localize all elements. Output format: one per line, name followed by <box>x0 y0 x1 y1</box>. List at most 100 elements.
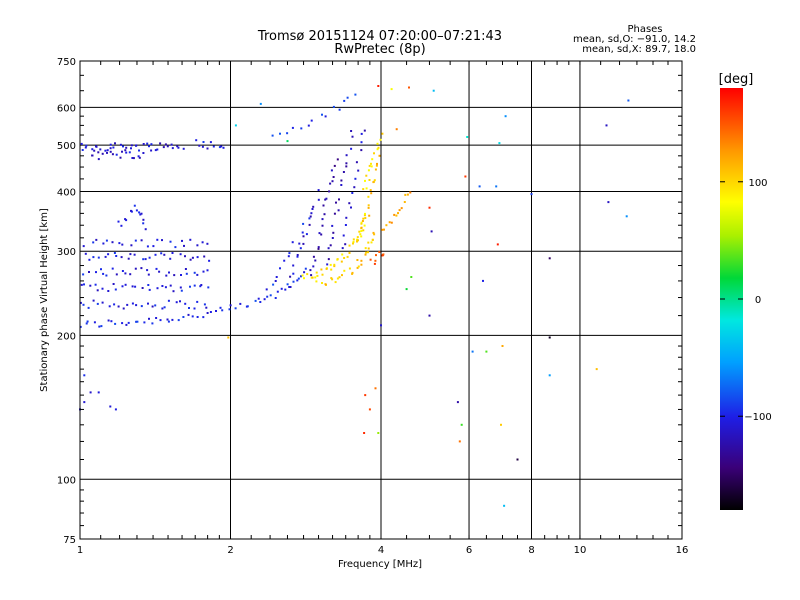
echo-point <box>299 247 302 250</box>
y-tick-label: 300 <box>57 247 76 258</box>
echo-point <box>196 300 199 303</box>
echo-point <box>370 241 373 244</box>
echo-point <box>360 263 363 266</box>
echo-point <box>133 253 136 256</box>
echo-point <box>350 147 353 150</box>
echo-point <box>181 239 183 242</box>
echo-point <box>193 284 196 287</box>
echo-point <box>130 244 133 247</box>
echo-point <box>180 274 182 276</box>
echo-point <box>367 204 370 207</box>
echo-point <box>114 142 116 145</box>
echo-point <box>93 149 96 152</box>
echo-point <box>109 150 112 153</box>
echo-point <box>167 320 170 323</box>
echo-point <box>166 145 169 148</box>
echo-point <box>135 304 138 307</box>
echo-point <box>148 317 150 320</box>
echo-point <box>355 161 358 164</box>
echo-point <box>284 288 287 291</box>
echo-point <box>119 156 122 159</box>
echo-point <box>292 272 295 275</box>
echo-point <box>182 147 185 150</box>
echo-point <box>259 301 262 303</box>
echo-point <box>283 259 286 262</box>
echo-point <box>159 142 162 145</box>
echo-point <box>254 299 257 302</box>
echo-point <box>292 280 295 283</box>
echo-point <box>85 322 88 325</box>
echo-point <box>343 269 346 272</box>
echo-point <box>390 221 393 224</box>
echo-point <box>345 216 348 219</box>
echo-point <box>146 142 149 145</box>
echo-point <box>356 259 359 261</box>
echo-point <box>289 286 292 288</box>
echo-point <box>144 258 147 261</box>
echo-point <box>156 287 159 290</box>
echo-point <box>305 233 308 236</box>
echo-point <box>111 267 114 270</box>
echo-point <box>360 149 363 152</box>
echo-point <box>135 320 138 323</box>
echo-point <box>308 217 311 220</box>
echo-point <box>117 220 120 223</box>
echo-point <box>376 162 378 165</box>
echo-point <box>147 302 149 305</box>
echo-point <box>193 307 196 310</box>
echo-point <box>312 205 315 208</box>
echo-point <box>130 144 133 147</box>
echo-point <box>112 283 115 285</box>
echo-point <box>169 240 172 243</box>
echo-point <box>324 198 327 201</box>
echo-point <box>154 253 157 256</box>
echo-point <box>174 246 177 249</box>
echo-point <box>121 322 124 325</box>
echo-point <box>87 306 90 309</box>
echo-point <box>101 301 104 304</box>
echo-point <box>397 212 399 215</box>
echo-point <box>121 285 124 288</box>
echo-point <box>163 306 166 309</box>
echo-point <box>548 336 551 339</box>
echo-point <box>147 284 150 286</box>
echo-point <box>336 277 339 280</box>
echo-point <box>360 259 363 262</box>
echo-point <box>185 272 188 275</box>
echo-point <box>132 157 135 160</box>
echo-point <box>335 201 337 204</box>
echo-point <box>113 303 116 306</box>
echo-point <box>126 303 129 306</box>
echo-point <box>92 241 95 244</box>
echo-point <box>177 146 180 149</box>
echo-point <box>331 180 334 183</box>
echo-point <box>125 151 128 154</box>
echo-point <box>309 215 312 218</box>
echo-point <box>95 238 98 241</box>
echo-point <box>378 154 381 157</box>
echo-point <box>327 258 330 261</box>
y-tick-label: 600 <box>57 103 76 114</box>
echo-point <box>107 319 110 322</box>
echo-point <box>341 274 343 277</box>
echo-point <box>155 267 158 270</box>
echo-point <box>381 132 384 135</box>
echo-point <box>202 316 205 319</box>
echo-point <box>388 221 391 224</box>
echo-point <box>275 276 278 278</box>
echo-point <box>239 302 242 305</box>
echo-point <box>166 318 169 321</box>
echo-point <box>301 231 304 234</box>
echo-point <box>350 206 352 209</box>
echo-point <box>208 259 211 262</box>
echo-point <box>345 154 348 157</box>
echo-point <box>367 169 370 172</box>
echo-point <box>234 307 237 310</box>
echo-point <box>142 222 145 225</box>
echo-point <box>269 294 272 297</box>
echo-point <box>280 287 283 290</box>
echo-point <box>129 273 132 276</box>
echo-point <box>84 252 87 255</box>
echo-point <box>370 165 373 168</box>
echo-point <box>147 273 150 276</box>
